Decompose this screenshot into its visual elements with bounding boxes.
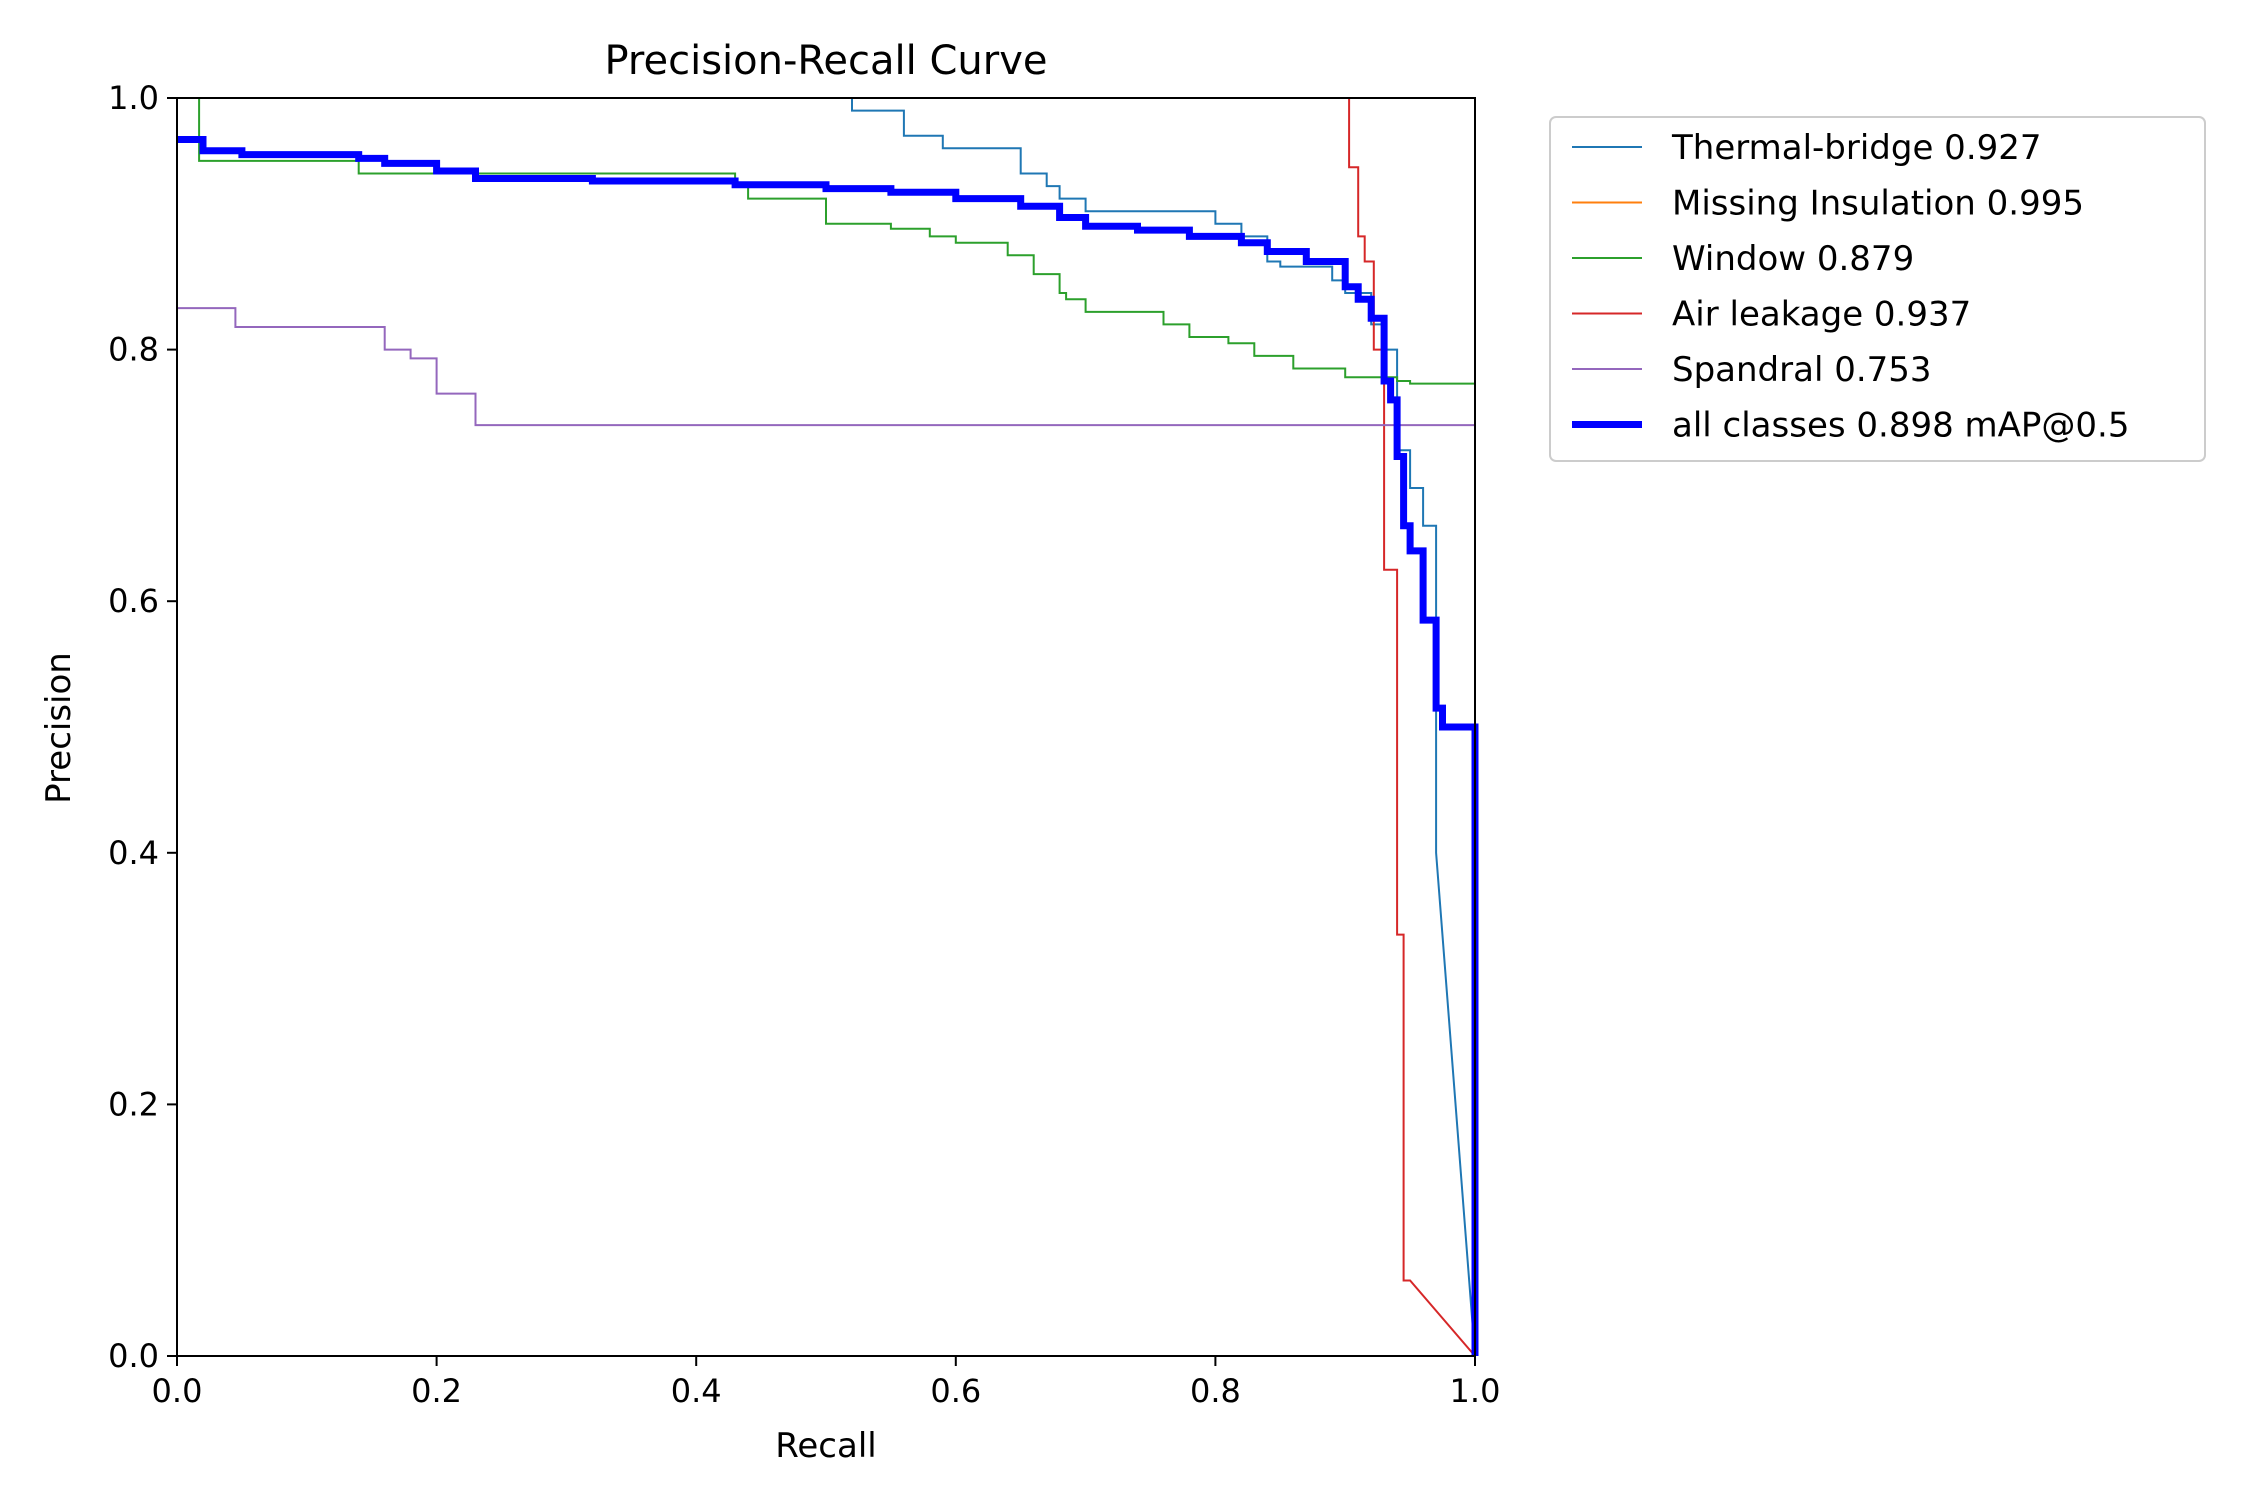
- y-tick-label: 0.0: [108, 1337, 159, 1375]
- legend-label-1: Missing Insulation 0.995: [1672, 184, 2084, 224]
- y-axis: 0.0 0.2 0.4 0.6 0.8 1.0: [108, 79, 177, 1375]
- x-tick-label: 0.6: [930, 1372, 981, 1410]
- series-line-5: [177, 136, 1479, 1356]
- legend-label-4: Spandral 0.753: [1672, 350, 1932, 390]
- y-axis-label: Precision: [39, 652, 79, 804]
- x-tick-label: 0.2: [411, 1372, 462, 1410]
- y-tick-label: 0.2: [108, 1085, 159, 1123]
- x-axis-label: Recall: [775, 1426, 876, 1466]
- chart-title: Precision-Recall Curve: [605, 38, 1048, 84]
- x-tick-label: 0.4: [671, 1372, 722, 1410]
- y-tick-label: 0.8: [108, 331, 159, 369]
- y-tick-label: 0.4: [108, 834, 159, 872]
- plot-frame: [176, 97, 1476, 1357]
- series-layer: [177, 98, 1479, 1357]
- legend-frame: [1549, 116, 2206, 462]
- x-axis: 0.0 0.2 0.4 0.6 0.8 1.0: [152, 1356, 1501, 1410]
- series-line-3: [1348, 98, 1476, 1357]
- x-tick-label: 0.0: [152, 1372, 203, 1410]
- y-tick-label: 1.0: [108, 79, 159, 117]
- y-tick-label: 0.6: [108, 582, 159, 620]
- legend-label-0: Thermal-bridge 0.927: [1671, 128, 2042, 168]
- legend: Thermal-bridge 0.927 Missing Insulation 0…: [1549, 116, 2206, 462]
- legend-label-2: Window 0.879: [1672, 239, 1914, 279]
- series-line-4: [177, 307, 1476, 1356]
- legend-label-5: all classes 0.898 mAP@0.5: [1672, 406, 2129, 446]
- x-tick-label: 0.8: [1190, 1372, 1241, 1410]
- series-line-2: [198, 98, 1476, 432]
- x-tick-label: 1.0: [1450, 1372, 1501, 1410]
- legend-label-3: Air leakage 0.937: [1672, 295, 1971, 335]
